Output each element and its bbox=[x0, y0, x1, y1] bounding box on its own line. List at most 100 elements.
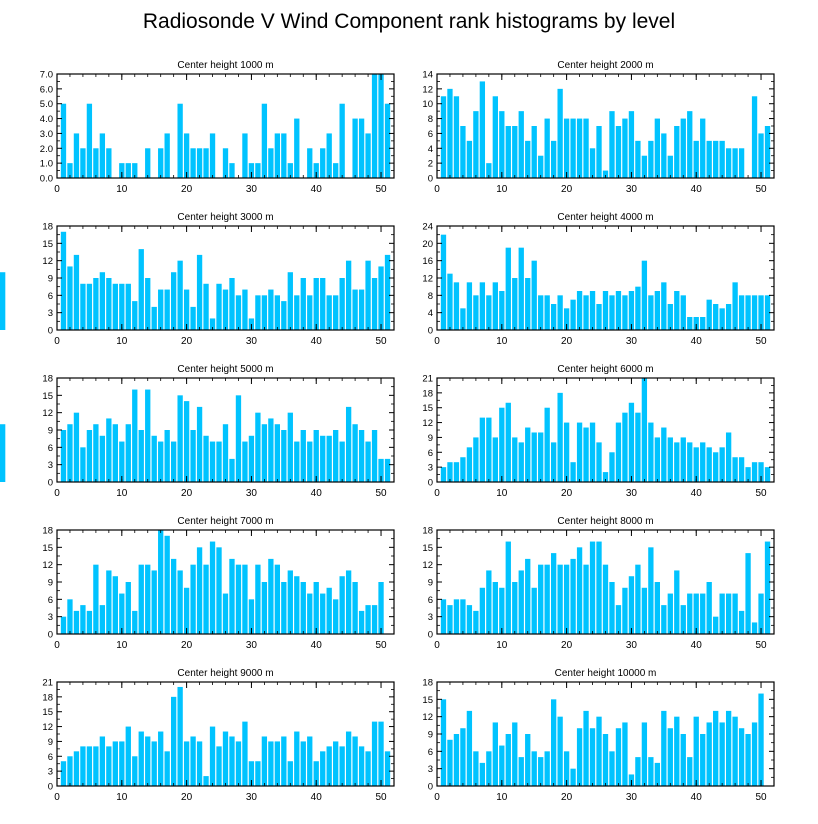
x-tick-label: 50 bbox=[375, 488, 387, 499]
bar bbox=[751, 722, 758, 786]
bar bbox=[216, 547, 222, 634]
bar bbox=[538, 757, 544, 786]
bar bbox=[93, 148, 99, 178]
bar bbox=[641, 378, 648, 482]
bar bbox=[596, 304, 602, 330]
bar bbox=[313, 761, 319, 786]
bar bbox=[732, 716, 738, 786]
bar bbox=[473, 437, 479, 482]
y-tick-label: 6 bbox=[428, 129, 433, 140]
bar bbox=[183, 401, 190, 482]
x-tick-label: 10 bbox=[116, 488, 128, 499]
y-tick-label: 2.0 bbox=[40, 144, 53, 155]
bar bbox=[235, 395, 242, 482]
bar bbox=[112, 424, 118, 482]
bar bbox=[0, 272, 6, 330]
bar bbox=[661, 605, 667, 634]
bar bbox=[274, 741, 281, 786]
y-tick-label: 14 bbox=[422, 70, 433, 81]
bar bbox=[492, 437, 498, 482]
bar bbox=[307, 148, 313, 178]
bar bbox=[447, 739, 453, 786]
bar bbox=[132, 610, 138, 634]
y-tick-label: 4 bbox=[428, 308, 433, 319]
bar bbox=[732, 282, 738, 330]
bar bbox=[453, 462, 460, 482]
bar bbox=[635, 757, 641, 786]
bar bbox=[512, 437, 518, 482]
bar bbox=[440, 467, 447, 482]
bar bbox=[544, 564, 550, 634]
bar bbox=[557, 716, 563, 786]
bar bbox=[358, 746, 365, 786]
bar bbox=[751, 295, 758, 330]
bar bbox=[0, 424, 6, 482]
bar bbox=[190, 430, 196, 482]
bar bbox=[648, 422, 654, 482]
x-tick-label: 40 bbox=[311, 640, 323, 651]
x-tick-label: 40 bbox=[311, 488, 323, 499]
bar bbox=[177, 395, 183, 482]
bar bbox=[300, 582, 306, 634]
bar bbox=[602, 564, 609, 634]
y-tick-label: 12 bbox=[422, 274, 433, 285]
bar bbox=[67, 163, 73, 178]
x-tick-label: 50 bbox=[375, 336, 387, 347]
bar bbox=[60, 231, 67, 330]
y-tick-label: 12 bbox=[422, 84, 433, 95]
bar bbox=[261, 295, 268, 330]
bar bbox=[158, 441, 164, 482]
y-tick-label: 3 bbox=[428, 463, 433, 474]
bar bbox=[138, 731, 144, 786]
bar bbox=[242, 133, 248, 178]
bar bbox=[333, 599, 339, 634]
y-tick-label: 18 bbox=[42, 222, 53, 233]
bar bbox=[693, 593, 699, 634]
y-tick-label: 0 bbox=[428, 630, 433, 641]
y-tick-label: 9 bbox=[428, 578, 433, 589]
panel: Center height 6000 m 0 10 20 30 40 50 0 3 6 9 12 15 1… bbox=[422, 364, 775, 499]
y-tick-label: 6 bbox=[428, 747, 433, 758]
bar bbox=[170, 272, 177, 330]
bar bbox=[209, 133, 216, 178]
bar bbox=[518, 442, 524, 482]
bar bbox=[499, 587, 505, 634]
bar bbox=[667, 304, 673, 330]
bar bbox=[654, 291, 661, 330]
y-tick-label: 4 bbox=[428, 144, 433, 155]
bar bbox=[486, 295, 492, 330]
bar bbox=[512, 126, 518, 178]
panel: Center height 4000 m 0 10 20 30 40 50 0 4 8 12 16 20… bbox=[422, 212, 775, 347]
bar bbox=[751, 96, 758, 178]
bar bbox=[281, 301, 287, 330]
y-tick-label: 21 bbox=[422, 374, 433, 385]
bar bbox=[648, 295, 654, 330]
bar bbox=[222, 731, 229, 786]
bar bbox=[190, 736, 196, 786]
panel: Center height 1000 m 0 10 20 30 40 50 0.0 1.0 2.0… bbox=[40, 60, 395, 195]
bar bbox=[294, 295, 300, 330]
y-tick-label: 8 bbox=[428, 114, 433, 125]
bar bbox=[745, 553, 751, 634]
bar bbox=[274, 295, 281, 330]
x-tick-label: 10 bbox=[116, 792, 128, 803]
y-tick-label: 0 bbox=[428, 782, 433, 793]
y-tick-label: 0.0 bbox=[40, 174, 53, 185]
bar bbox=[125, 163, 131, 178]
bar bbox=[440, 599, 447, 634]
bar bbox=[505, 541, 511, 634]
bar bbox=[505, 734, 511, 786]
bar bbox=[635, 564, 641, 634]
bar bbox=[693, 447, 699, 482]
bar bbox=[268, 418, 274, 482]
bar bbox=[358, 610, 365, 634]
bar bbox=[512, 278, 518, 330]
x-tick-label: 20 bbox=[561, 792, 573, 803]
bar bbox=[339, 746, 345, 786]
y-tick-label: 12 bbox=[42, 256, 53, 267]
y-tick-label: 15 bbox=[422, 543, 433, 554]
bar bbox=[583, 710, 589, 786]
bar bbox=[371, 74, 378, 178]
bar bbox=[274, 133, 281, 178]
bar bbox=[183, 741, 190, 786]
